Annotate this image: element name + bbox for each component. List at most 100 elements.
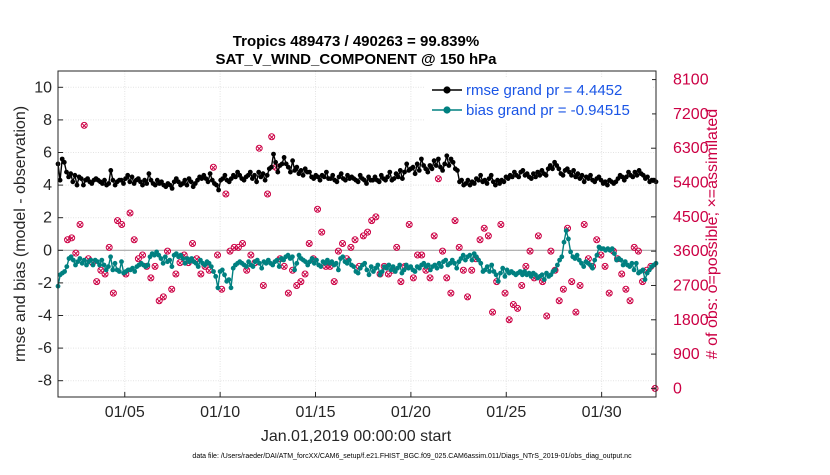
obs-assimilated-marker [431,233,437,239]
bias-point [259,265,265,271]
rmse-point [254,179,259,185]
bias-point [99,257,105,263]
bias-point [70,257,76,263]
obs-possible-marker [534,232,542,240]
rmse-point [385,174,390,180]
obs-assimilated-marker [523,264,529,270]
axis-ticks: -8-6-4-202468100900180027003600450054006… [34,72,708,421]
obs-assimilated-marker [452,218,458,224]
bias-point [274,257,280,263]
obs-possible-marker [497,220,505,228]
bias-point [162,254,168,260]
obs-assimilated-marker [556,298,562,304]
obs-possible-marker [505,316,513,324]
obs-assimilated-marker [210,165,216,171]
bias-point [609,246,615,252]
obs-possible-marker [559,285,567,293]
obs-possible-marker [226,247,234,255]
obs-assimilated-marker [498,222,504,228]
obs-possible-marker [239,240,247,248]
obs-possible-marker [443,274,451,282]
obs-possible-marker [268,133,276,141]
x-tick-label: 01/25 [486,404,526,421]
y-tick-label-left: 2 [43,210,52,227]
obs-assimilated-marker [527,248,533,255]
bias-point [592,257,598,263]
obs-possible-marker [359,232,367,240]
rmse-point [140,182,145,188]
y-tick-label-left: 6 [43,145,52,162]
y-tick-label-left: -4 [38,308,52,325]
obs-possible-marker [368,217,376,225]
bias-point [97,262,102,268]
legend-rmse-marker [443,86,451,94]
rmse-point [493,182,498,188]
bias-point [119,259,124,265]
rmse-point [222,172,228,178]
obs-possible-marker [593,236,601,244]
obs-assimilated-marker [594,237,600,243]
chart-title-line2: SAT_V_WIND_COMPONENT @ 150 hPa [215,51,497,68]
obs-assimilated-marker [423,268,429,274]
obs-assimilated-marker [489,309,496,316]
obs-possible-marker [526,247,534,255]
rmse-point [110,177,116,183]
rmse-point [400,176,405,182]
rmse-point [216,187,222,193]
bias-point [581,264,587,269]
obs-assimilated-marker [244,268,250,274]
bias-point [539,272,545,278]
y-tick-label-left: 0 [43,242,52,259]
obs-possible-marker [118,220,126,228]
obs-assimilated-marker [164,248,171,255]
obs-assimilated-marker [506,317,512,323]
obs-assimilated-marker [177,260,183,266]
obs-assimilated-marker [602,264,608,270]
obs-assimilated-marker [577,283,583,289]
obs-assimilated-marker [64,237,71,243]
bias-point [222,272,227,278]
bias-point [640,267,646,273]
rmse-point [102,177,107,183]
obs-assimilated-marker [385,271,391,277]
bias-point [454,265,460,271]
bias-point [487,269,492,274]
rmse-point [127,179,133,185]
y-tick-label-left: -6 [38,340,52,357]
bias-point [493,272,499,278]
rmse-point [416,168,422,173]
bias-point [294,260,300,266]
obs-assimilated-marker [581,222,587,228]
obs-possible-marker [339,240,347,248]
bias-point [484,264,490,269]
y-tick-label-right: 3600 [673,243,709,260]
obs-possible-marker [393,243,401,251]
bias-point [412,269,418,274]
obs-assimilated-marker [502,290,508,297]
rmse-point [556,166,562,172]
rmse-point [478,172,483,178]
rmse-point [588,172,593,178]
obs-possible-marker [514,304,522,312]
obs-assimilated-marker [510,302,516,308]
obs-assimilated-marker [514,306,521,312]
obs-possible-marker [68,234,76,242]
rmse-point [520,168,526,173]
obs-possible-marker [384,270,392,278]
bias-point [250,264,256,269]
bias-point [355,270,361,276]
obs-possible-marker [314,205,322,213]
bias-point [633,260,639,266]
bias-point [366,272,372,278]
obs-assimilated-marker [69,235,75,241]
obs-possible-marker [372,213,380,221]
obs-assimilated-marker [110,290,116,297]
obs-assimilated-marker [481,226,487,232]
rmse-point [152,182,158,188]
bias-point [318,264,324,269]
obs-possible-marker [555,297,563,305]
rmse-point [440,168,445,173]
rmse-point [184,182,190,188]
y-tick-label-right: 8100 [673,72,709,89]
